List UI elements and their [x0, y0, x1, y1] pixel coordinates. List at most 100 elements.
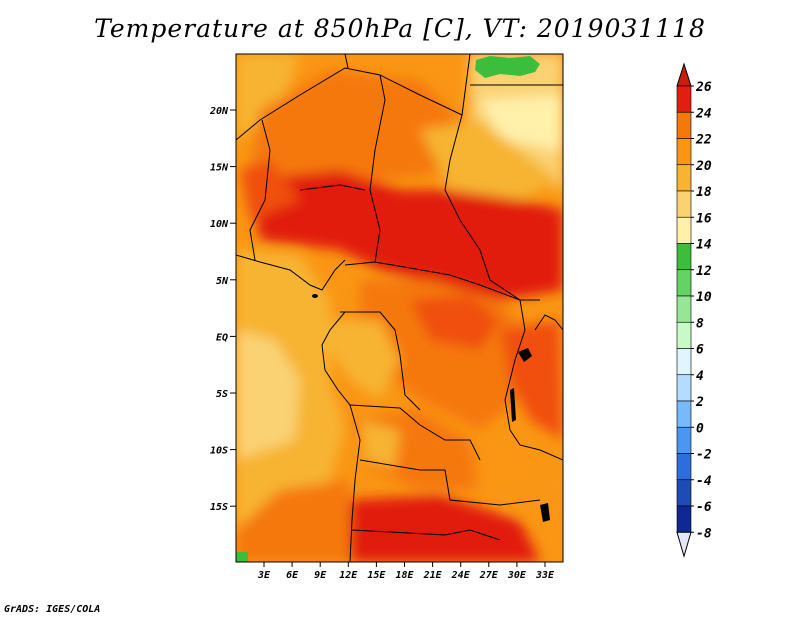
- colorbar-label: 8: [696, 316, 704, 331]
- colorbar-label: 18: [696, 185, 712, 200]
- colorbar-label: -4: [696, 474, 712, 489]
- field-green-southwest: [236, 552, 248, 562]
- lon-tick-label: 27E: [479, 570, 499, 581]
- lon-tick-label: 21E: [423, 570, 443, 581]
- field-congo-24: [410, 295, 500, 350]
- lon-tick-label: 30E: [507, 570, 527, 581]
- colorbar-label: 26: [695, 80, 712, 95]
- lat-tick-label: 5S: [216, 389, 228, 400]
- colorbar-label: 12: [696, 264, 712, 279]
- colorbar-segment: [676, 85, 692, 113]
- colorbar-segment: [676, 138, 692, 166]
- field-southeast-20: [470, 470, 563, 520]
- border-tanzania: [519, 444, 563, 461]
- border-zambia: [359, 459, 541, 506]
- longitude-axis: 3E 6E 9E 12E 15E 18E 21E 24E 27E 30E 33E: [257, 562, 555, 581]
- colorbar-segment: [676, 479, 692, 507]
- colorbar-top-arrow: [676, 62, 692, 87]
- field-south-26: [350, 495, 540, 562]
- lat-tick-label: 5N: [216, 276, 229, 287]
- colorbar-label: 10: [696, 290, 712, 305]
- border-niger-nigeria: [369, 74, 386, 263]
- border-north-1: [236, 67, 463, 141]
- colorbar-segment: [676, 348, 692, 376]
- lat-tick-label: 10N: [210, 219, 229, 230]
- lon-tick-label: 15E: [367, 570, 386, 581]
- lon-tick-label: 6E: [286, 570, 299, 581]
- map-title: Temperature at 850hPa [C], VT: 201903111…: [94, 14, 706, 43]
- colorbar-segment: [676, 505, 692, 533]
- colorbar-label: 22: [695, 133, 712, 148]
- island-bioko: [312, 294, 318, 298]
- field-gabon-18: [330, 320, 400, 400]
- lon-tick-label: 9E: [314, 570, 327, 581]
- lon-tick-label: 12E: [339, 570, 358, 581]
- border-east-lakes: [504, 299, 526, 446]
- colorbar-segment: [676, 321, 692, 349]
- field-northwest-18: [236, 54, 300, 140]
- colorbar-label: 4: [696, 369, 704, 384]
- border-sudan: [444, 54, 540, 301]
- lake-tanganyika: [510, 388, 516, 422]
- field-sahel-26: [250, 170, 563, 300]
- colorbar-bottom-arrow: [676, 531, 692, 559]
- colorbar-label: 24: [695, 106, 712, 121]
- coast-gulf-of-guinea: [236, 254, 346, 291]
- field-west-16: [236, 330, 300, 460]
- colorbar-label: 20: [695, 159, 712, 174]
- lon-tick-label: 33E: [535, 570, 555, 581]
- border-sahel-inner: [299, 184, 366, 191]
- grads-credit: GrADS: IGES/COLA: [4, 604, 101, 615]
- field-southwest-22: [236, 480, 350, 562]
- lon-tick-label: 24E: [451, 570, 471, 581]
- field-angola-18: [360, 420, 400, 470]
- map-frame: [235, 53, 564, 563]
- colorbar-label: 2: [695, 395, 704, 410]
- border-congo: [340, 311, 421, 411]
- lat-tick-label: 15N: [210, 163, 229, 174]
- border-car: [344, 261, 521, 301]
- latitude-axis: 20N 15N 10N 5N EQ 5S 10S 15S: [209, 106, 236, 513]
- border-west-sahel: [249, 119, 271, 261]
- lake-malawi: [540, 503, 550, 522]
- colorbar-label: 14: [696, 238, 712, 253]
- field-green-northeast: [475, 56, 540, 78]
- border-angola-drc: [349, 404, 481, 461]
- colorbar-segment: [676, 453, 692, 481]
- lat-tick-label: 15S: [210, 502, 228, 513]
- lake-1: [518, 348, 532, 362]
- map-borders: [236, 54, 563, 562]
- lakes: [312, 294, 550, 522]
- colorbar-label: 6: [696, 343, 704, 358]
- colorbar-segment: [676, 400, 692, 428]
- colorbar-segment: [676, 243, 692, 271]
- colorbar-label: 0: [696, 421, 704, 436]
- colorbar-segment: [676, 164, 692, 192]
- border-namibia: [351, 529, 501, 541]
- field-east-24: [500, 320, 563, 440]
- colorbar-label: -6: [696, 500, 712, 515]
- colorbar-segment: [676, 216, 692, 244]
- colorbar-segment: [676, 190, 692, 218]
- coast-west-central: [321, 311, 361, 562]
- temperature-field: [236, 54, 563, 562]
- field-north-22: [250, 70, 470, 190]
- lon-tick-label: 18E: [395, 570, 414, 581]
- border-uganda: [534, 314, 563, 331]
- lat-tick-label: EQ: [216, 332, 228, 343]
- border-north-2: [344, 54, 349, 69]
- colorbar-label: -8: [696, 526, 712, 541]
- colorbar-segment: [676, 374, 692, 402]
- lat-tick-label: 10S: [210, 446, 228, 457]
- colorbar-segment: [676, 295, 692, 323]
- lat-tick-label: 20N: [209, 106, 229, 117]
- colorbar-segment: [676, 111, 692, 139]
- colorbar-label: -2: [696, 448, 712, 463]
- lon-tick-label: 3E: [257, 570, 271, 581]
- colorbar-label: 16: [696, 211, 712, 226]
- colorbar-segment: [676, 426, 692, 454]
- field-sahel-24: [240, 160, 300, 220]
- colorbar-segment: [676, 269, 692, 297]
